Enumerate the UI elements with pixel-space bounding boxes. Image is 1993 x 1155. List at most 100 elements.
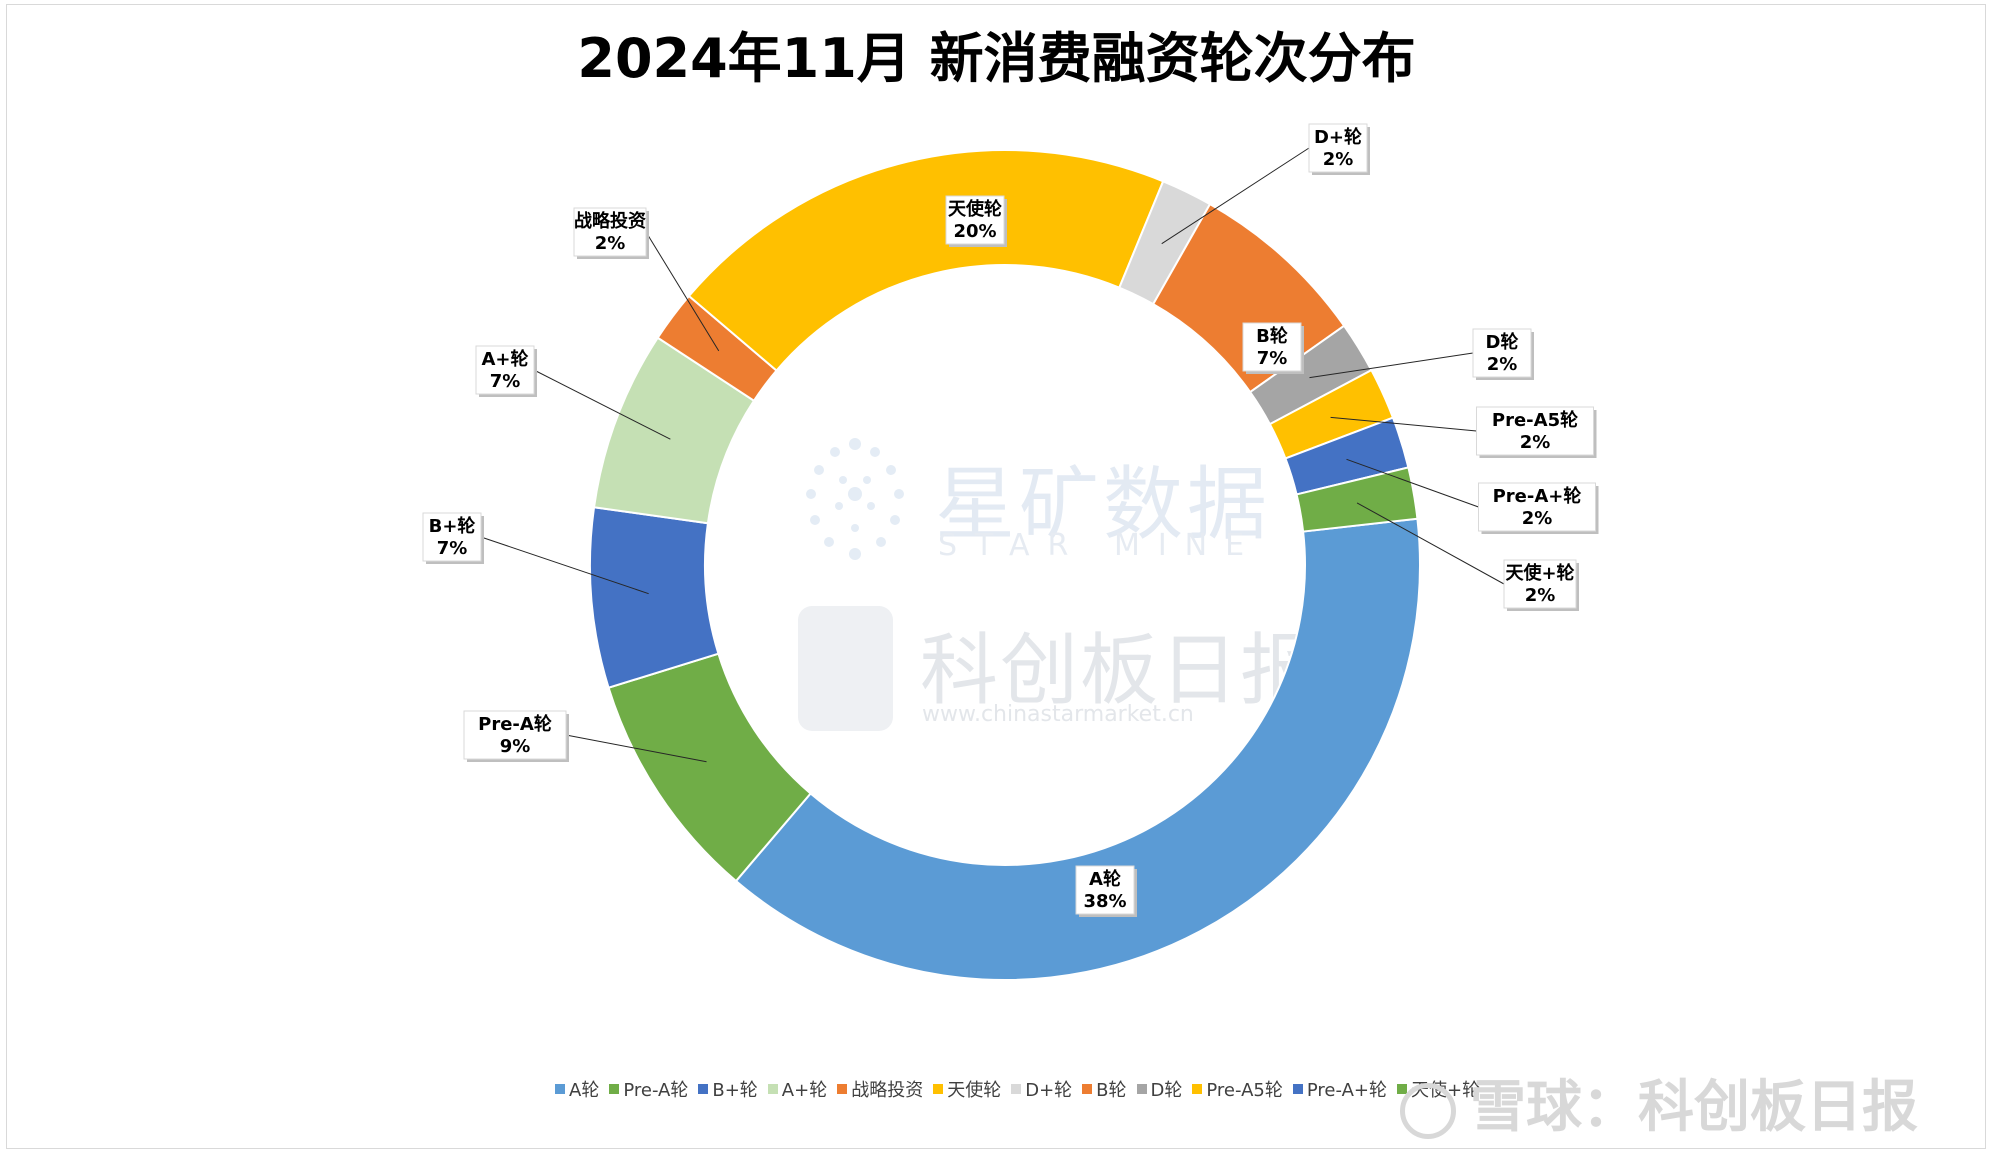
data-label-category: Pre-A轮 <box>478 713 552 735</box>
leader-line <box>1161 147 1310 245</box>
legend-swatch <box>698 1084 709 1094</box>
donut-slice <box>734 517 1421 981</box>
legend-item: Pre-A轮 <box>609 1076 688 1102</box>
data-label: D轮2% <box>1472 328 1534 380</box>
legend-swatch <box>837 1084 848 1094</box>
watermark-brand-cn: 星矿数据 <box>935 458 1271 551</box>
legend-label: Pre-A5轮 <box>1206 1080 1283 1101</box>
data-label-category: 天使轮 <box>948 198 1002 220</box>
publisher-logo-icon <box>798 606 893 731</box>
leader-line <box>645 231 720 352</box>
data-label: B+轮7% <box>422 512 484 564</box>
legend-item: 战略投资 <box>837 1076 923 1102</box>
data-label-box <box>1503 559 1577 609</box>
legend-swatch <box>1136 1084 1147 1094</box>
data-label-category: D+轮 <box>1314 126 1362 148</box>
leader-line <box>565 734 707 763</box>
legend-swatch <box>767 1084 778 1094</box>
legend-swatch <box>1192 1084 1203 1094</box>
data-label-value: 2% <box>1520 432 1551 453</box>
legend-swatch <box>1292 1084 1303 1094</box>
star-mine-logo-icon <box>806 438 904 560</box>
data-label-box <box>1472 328 1532 378</box>
legend-label: Pre-A+轮 <box>1306 1080 1387 1101</box>
data-label-value: 2% <box>1487 354 1518 375</box>
data-label: B轮7% <box>1242 322 1304 374</box>
watermark-xueqiu-text: 雪球：科创板日报 <box>1470 1075 1918 1140</box>
data-label-category: B+轮 <box>429 515 476 537</box>
legend-swatch <box>555 1084 565 1094</box>
data-label-box <box>945 195 1005 245</box>
data-label-category: Pre-A+轮 <box>1493 485 1582 507</box>
leader-line <box>1309 352 1474 379</box>
watermark-brand-en: STAR MINE <box>938 528 1263 563</box>
data-label: A+轮7% <box>475 345 537 397</box>
legend-label: B轮 <box>1096 1080 1127 1101</box>
data-label-box <box>463 710 567 760</box>
data-label-value: 2% <box>595 233 626 254</box>
data-label: Pre-A+轮2% <box>1478 482 1599 534</box>
legend-item: Pre-A5轮 <box>1192 1076 1283 1102</box>
data-label-box <box>573 207 647 257</box>
data-label-category: 天使+轮 <box>1505 562 1574 584</box>
data-label: D+轮2% <box>1308 123 1370 175</box>
legend-item: D+轮 <box>1011 1076 1072 1102</box>
legend-label: B+轮 <box>712 1080 758 1101</box>
legend-label: A+轮 <box>781 1080 828 1101</box>
data-label-box <box>1075 865 1135 915</box>
legend-label: D轮 <box>1150 1080 1183 1101</box>
leader-line-group <box>480 147 1505 763</box>
leader-line <box>480 536 649 595</box>
data-label-category: A轮 <box>1089 868 1121 890</box>
leader-line <box>1330 416 1477 432</box>
legend-label: A轮 <box>569 1080 600 1101</box>
donut-slice <box>589 506 720 689</box>
data-label-box <box>422 512 482 562</box>
data-label-box <box>1308 123 1368 173</box>
legend-swatch <box>933 1084 944 1094</box>
xueqiu-logo-icon <box>1400 1082 1456 1139</box>
data-label-value: 7% <box>1257 348 1288 369</box>
legend-swatch <box>1397 1084 1407 1094</box>
chart-title: 2024年11月 新消费融资轮次分布 <box>577 27 1416 90</box>
leader-line <box>1356 502 1505 585</box>
legend-item: A轮 <box>555 1076 599 1102</box>
legend-item: Pre-A+轮 <box>1292 1076 1387 1102</box>
data-label-value: 2% <box>1525 585 1556 606</box>
data-label-value: 2% <box>1323 149 1354 170</box>
legend-item: B+轮 <box>698 1076 758 1102</box>
legend-label: D+轮 <box>1025 1080 1073 1101</box>
data-label: 天使+轮2% <box>1503 559 1579 611</box>
data-label-category: A+轮 <box>481 348 528 370</box>
data-label-value: 7% <box>437 538 468 559</box>
watermark-xueqiu: 雪球：科创板日报 <box>1400 1062 1918 1143</box>
donut-slice <box>687 149 1165 372</box>
data-label-box <box>475 345 535 395</box>
legend-label: Pre-A轮 <box>623 1080 689 1101</box>
legend-item: A+轮 <box>767 1076 828 1102</box>
donut-slice <box>1295 466 1419 533</box>
legend-label: 战略投资 <box>851 1080 924 1101</box>
data-label-value: 38% <box>1083 891 1126 912</box>
data-label-category: 战略投资 <box>574 210 646 232</box>
data-label-group: A轮38%Pre-A轮9%B+轮7%A+轮7%战略投资2%天使轮20%D+轮2%… <box>422 123 1599 917</box>
legend-swatch <box>1082 1084 1093 1094</box>
watermark-publisher-url: www.chinastarmarket.cn <box>922 702 1194 727</box>
data-label-category: Pre-A5轮 <box>1492 409 1578 431</box>
data-label-category: B轮 <box>1256 325 1288 347</box>
leader-line <box>1346 458 1479 508</box>
legend-item: 天使轮 <box>933 1076 1001 1102</box>
legend-label: 天使轮 <box>947 1080 1002 1101</box>
data-label-category: D轮 <box>1486 331 1519 353</box>
legend-swatch <box>1011 1084 1022 1094</box>
data-label: Pre-A轮9% <box>463 710 569 762</box>
leader-line <box>533 369 671 440</box>
data-label-box <box>1478 482 1596 532</box>
data-label-box <box>1476 406 1594 456</box>
data-label-value: 20% <box>953 221 996 242</box>
